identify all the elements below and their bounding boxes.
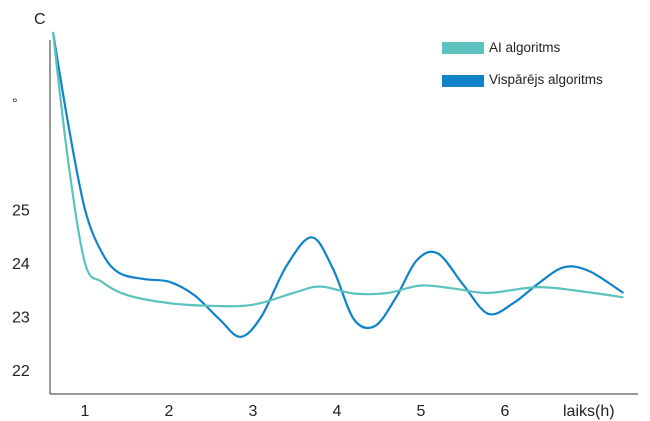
y-unit-letter: C <box>34 11 46 28</box>
series-line-visparejs-algoritms <box>52 31 624 338</box>
y-unit-degree: ° <box>12 95 18 111</box>
x-tick-label: 5 <box>417 403 426 420</box>
x-tick-label: 2 <box>165 403 174 420</box>
y-tick-label: 23 <box>12 310 30 327</box>
x-tick-label: 1 <box>81 403 90 420</box>
legend-label-ai: AI algoritms <box>489 40 561 55</box>
y-tick-label: 24 <box>12 256 30 273</box>
legend-swatch-general <box>442 75 484 87</box>
legend: AI algoritms Vispārējs algoritms <box>442 40 603 87</box>
y-tick-label: 22 <box>12 363 30 380</box>
series-line-ai-algoritms <box>52 31 624 308</box>
legend-swatch-ai <box>442 42 484 54</box>
x-axis-tick-labels: 1 2 3 4 5 6 <box>81 403 510 420</box>
x-tick-label: 4 <box>333 403 342 420</box>
x-axis-title: laiks(h) <box>563 403 615 420</box>
legend-label-general: Vispārējs algoritms <box>489 72 603 87</box>
x-tick-label: 3 <box>249 403 258 420</box>
y-tick-label: 25 <box>12 203 30 220</box>
y-axis-tick-labels: 22 23 24 25 <box>12 203 30 381</box>
x-tick-label: 6 <box>501 403 510 420</box>
series-lines <box>52 31 624 338</box>
